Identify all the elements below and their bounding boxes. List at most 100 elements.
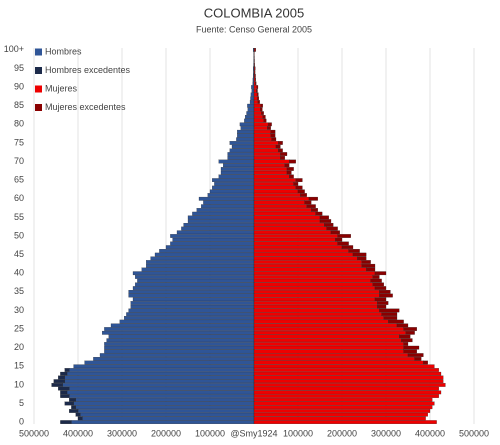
bar [130,304,255,309]
bar [253,319,389,324]
bar [379,308,400,313]
bar [250,96,255,101]
bar [253,222,325,227]
bar [254,48,256,52]
bar [253,345,404,350]
bar [405,330,415,335]
bar [75,412,81,417]
bar [253,263,362,268]
bar [253,85,257,89]
bar [253,107,261,112]
bar [255,81,257,86]
bar [330,230,340,235]
y-tick-label: 15 [14,361,24,371]
bar [253,230,332,235]
bar [252,48,255,52]
bar [128,308,255,313]
bar [75,397,255,402]
bar [150,256,255,261]
bar [253,256,358,261]
bar [187,215,255,220]
bar [69,394,255,398]
bar [218,174,255,179]
bar [69,409,79,413]
bar [253,420,437,424]
bar [62,383,255,387]
bar [130,301,255,305]
bar [64,379,255,384]
bar [251,88,255,93]
bar [253,155,281,160]
bar [252,66,255,71]
x-tick-label: @Smy1924 [230,428,277,438]
bar [253,211,316,216]
bar [203,200,255,205]
bar [253,66,256,71]
bar [253,312,382,317]
bar [75,405,255,410]
bar [212,178,255,182]
bar [253,141,279,145]
bar [244,118,255,123]
bar [278,141,283,145]
bar [181,226,255,231]
bar [348,249,360,253]
bar [60,420,72,424]
bar [253,304,378,309]
bar [128,293,255,298]
y-tick-label: 90 [14,81,24,91]
bar [253,237,336,242]
bar [374,297,387,302]
bar [253,390,442,395]
bar [187,219,255,223]
bar [253,360,424,365]
bar [253,96,258,101]
bar [275,144,281,149]
bar [374,271,387,276]
bar [253,204,307,209]
bar [260,107,263,112]
bar [388,319,404,324]
bar [253,48,256,52]
bar [253,386,439,391]
y-tick-label: 55 [14,212,24,222]
bar [257,96,259,101]
bar [311,208,318,212]
legend-label: Hombres excedentes [45,65,131,75]
bar [80,412,255,417]
bar [403,342,409,346]
bar [324,222,334,227]
bar [253,252,354,257]
bar [253,74,256,78]
bar [229,148,255,153]
bar [253,163,285,168]
bar [286,167,294,171]
y-tick-label: 75 [14,137,24,147]
bar [253,81,256,86]
bar [252,77,255,82]
bar [237,133,255,138]
bar [146,263,255,268]
bar [245,115,255,119]
bar [253,371,442,376]
bar [84,360,255,365]
bar [253,364,435,369]
bar [229,141,255,145]
bar [227,152,255,156]
bar [214,182,255,186]
bar [289,159,296,164]
bar [71,405,76,410]
bar [53,379,65,384]
bar [227,155,255,160]
bar [104,345,255,350]
bar [253,88,257,93]
y-tick-label: 30 [14,305,24,315]
bar [377,304,387,309]
bar [135,282,255,287]
bar [308,196,318,201]
y-tick-label: 0 [19,417,24,427]
y-tick-label: 50 [14,230,24,240]
bar [253,122,269,127]
chart-subtitle: Fuente: Censo General 2005 [196,24,312,34]
bar [253,77,256,82]
